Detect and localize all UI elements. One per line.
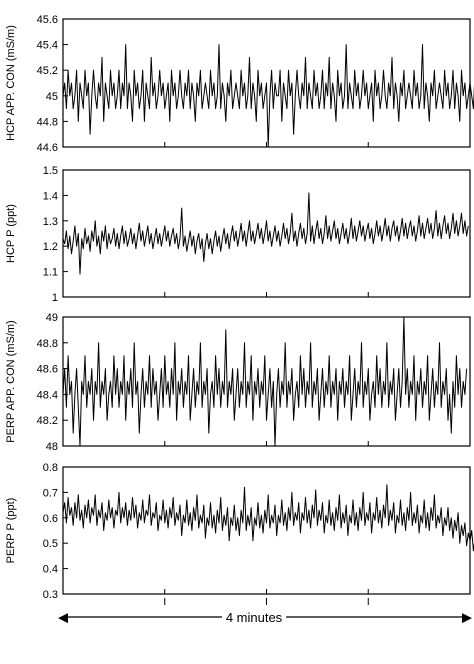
plot-frame [62,169,471,298]
plot-frame [62,466,471,595]
series-line [62,192,469,275]
y-tick-label: 1.2 [43,241,58,253]
time-axis-left-arrow: ◀ [58,610,68,625]
y-tick-label: 48.4 [37,389,58,401]
time-axis-label-bg [222,608,286,626]
panel-3: 48 48.2 48.4 48.6 48.8 49 PERP APP. CON (mS/m) [5,312,471,453]
y-axis-label: PERP P (ppt) [5,498,17,564]
panel-2: 1 1.1 1.2 1.3 1.4 1.5 HCP P (ppt) [5,165,471,304]
chart-panels: 44.6 44.8 45 45.2 45.4 45.6 HCP APP. CON (mS/m… [5,14,474,601]
time-axis-label: 4 minutes [226,610,283,625]
y-tick-label: 45 [46,91,58,103]
y-tick-label: 45.2 [37,65,58,77]
y-tick-label: 0.5 [43,538,58,550]
y-tick-label: 48.8 [37,338,58,350]
y-tick-label: 48.2 [37,415,58,427]
panel-1: 44.6 44.8 45 45.2 45.4 45.6 HCP APP. CON (mS/m… [5,14,474,154]
panel-4: 0.3 0.4 0.5 0.6 0.7 0.8 PERP P (ppt) [5,462,474,601]
time-axis-right-arrow: ▶ [462,610,472,625]
y-tick-label: 1.1 [43,267,58,279]
y-tick-label: 48.6 [37,364,58,376]
y-tick-label: 0.4 [43,564,58,576]
y-tick-label: 44.8 [37,116,58,128]
y-tick-label: 1.5 [43,165,58,177]
y-axis-label: HCP APP. CON (mS/m) [5,25,17,141]
y-tick-label: 0.6 [43,513,58,525]
series-line [62,484,474,552]
y-tick-label: 0.3 [43,589,58,601]
y-tick-label: 0.7 [43,487,58,499]
y-tick-label: 48 [46,441,58,453]
y-tick-label: 1.3 [43,216,58,228]
series-line [62,44,474,148]
y-tick-label: 1 [52,292,58,304]
y-tick-label: 45.6 [37,14,58,26]
y-axis-label: HCP P (ppt) [5,204,17,263]
y-tick-label: 1.4 [43,190,58,202]
y-tick-label: 49 [46,312,58,324]
time-axis: ◀ ▶ 4 minutes [58,598,472,626]
y-tick-label: 44.6 [37,142,58,154]
y-axis-label: PERP APP. CON (mS/m) [5,320,17,442]
y-tick-label: 45.4 [37,40,58,52]
plot-frame [62,316,471,447]
series-line [62,316,468,447]
y-tick-label: 0.8 [43,462,58,474]
